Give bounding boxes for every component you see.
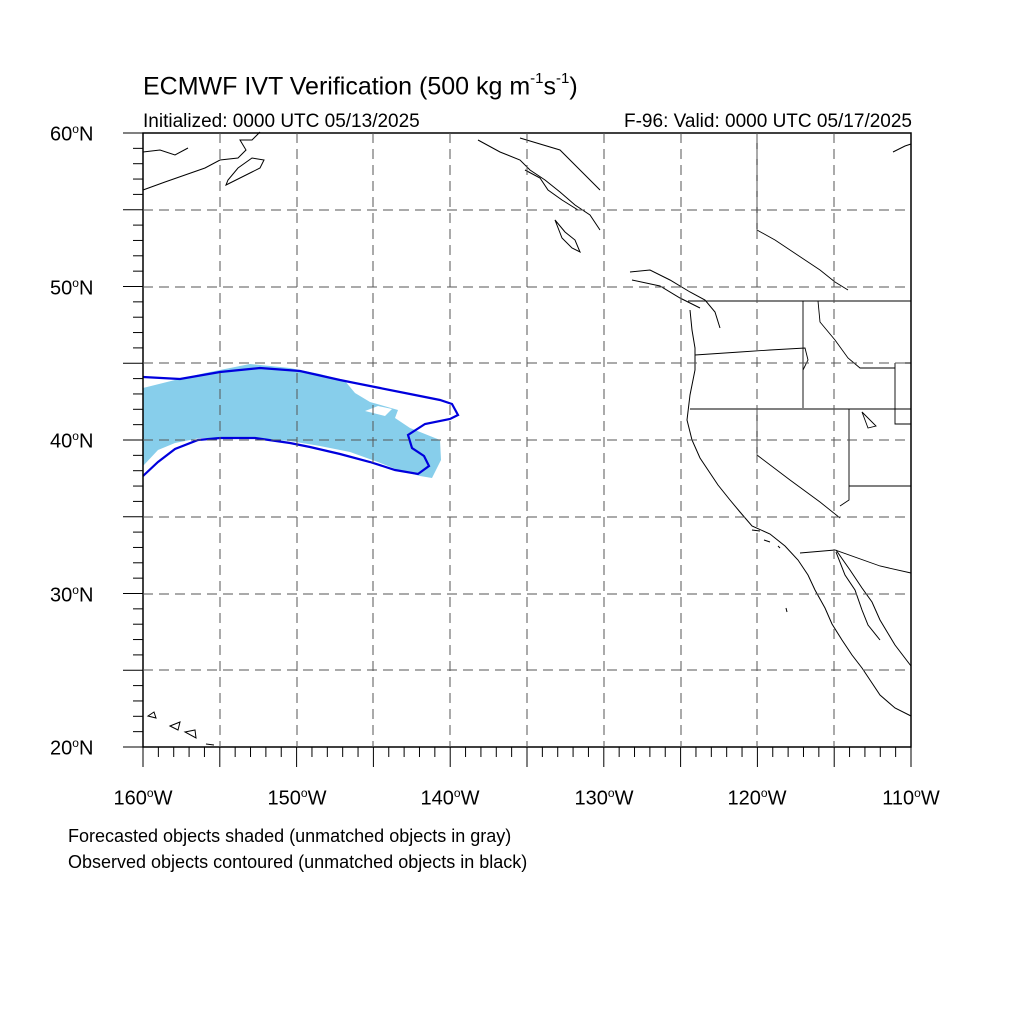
lat-label-40n: 40oN [50,429,94,453]
political-boundaries [688,133,912,574]
lat-label-60n: 60oN [50,122,94,146]
valid-time: F-96: Valid: 0000 UTC 05/17/2025 [624,111,912,132]
initialized-time: Initialized: 0000 UTC 05/13/2025 [143,111,420,132]
legend-forecast-note: Forecasted objects shaded (unmatched obj… [68,826,512,846]
lon-label-140w: 140oW [420,786,480,810]
lon-label-150w: 150oW [267,786,327,810]
map-title: ECMWF IVT Verification (500 kg m-1s-1) [143,70,578,101]
lat-label-50n: 50oN [50,276,94,300]
lat-label-20n: 20oN [50,736,94,760]
axis-ticks [123,132,912,767]
lon-label-120w: 120oW [727,786,787,810]
lon-label-110w: 110oW [882,786,940,810]
observed-object-contour [142,366,460,477]
lat-label-30n: 30oN [50,583,94,607]
grid-lines [143,133,911,747]
legend-observed-note: Observed objects contoured (unmatched ob… [68,852,528,872]
lon-label-130w: 130oW [574,786,634,810]
lon-label-160w: 160oW [113,786,173,810]
forecast-gap [365,406,392,416]
coastlines [142,131,912,746]
forecast-object-shaded [143,364,441,478]
